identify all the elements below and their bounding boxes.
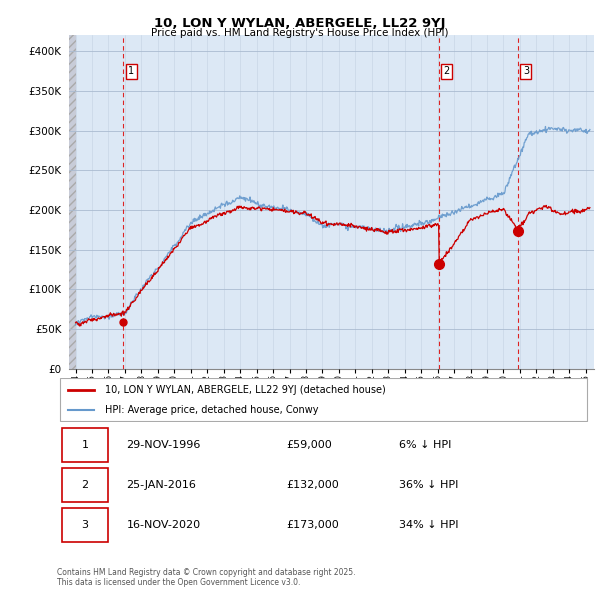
Text: 36% ↓ HPI: 36% ↓ HPI <box>399 480 458 490</box>
Text: Contains HM Land Registry data © Crown copyright and database right 2025.
This d: Contains HM Land Registry data © Crown c… <box>57 568 355 587</box>
FancyBboxPatch shape <box>59 379 587 421</box>
FancyBboxPatch shape <box>62 508 108 542</box>
Text: 10, LON Y WYLAN, ABERGELE, LL22 9YJ: 10, LON Y WYLAN, ABERGELE, LL22 9YJ <box>154 17 446 30</box>
Text: 2: 2 <box>82 480 89 490</box>
Text: 1: 1 <box>82 440 89 450</box>
Text: 10, LON Y WYLAN, ABERGELE, LL22 9YJ (detached house): 10, LON Y WYLAN, ABERGELE, LL22 9YJ (det… <box>105 385 386 395</box>
Text: 1: 1 <box>128 66 134 76</box>
Text: 2: 2 <box>444 66 450 76</box>
Text: £173,000: £173,000 <box>287 520 340 530</box>
Text: Price paid vs. HM Land Registry's House Price Index (HPI): Price paid vs. HM Land Registry's House … <box>151 28 449 38</box>
Text: HPI: Average price, detached house, Conwy: HPI: Average price, detached house, Conw… <box>105 405 319 415</box>
Text: 29-NOV-1996: 29-NOV-1996 <box>127 440 201 450</box>
Text: 3: 3 <box>82 520 89 530</box>
Text: 25-JAN-2016: 25-JAN-2016 <box>127 480 196 490</box>
Text: 3: 3 <box>523 66 529 76</box>
Text: 34% ↓ HPI: 34% ↓ HPI <box>399 520 458 530</box>
FancyBboxPatch shape <box>62 428 108 463</box>
Text: £59,000: £59,000 <box>287 440 332 450</box>
Text: £132,000: £132,000 <box>287 480 340 490</box>
Text: 16-NOV-2020: 16-NOV-2020 <box>127 520 200 530</box>
FancyBboxPatch shape <box>62 468 108 502</box>
Text: 6% ↓ HPI: 6% ↓ HPI <box>399 440 451 450</box>
